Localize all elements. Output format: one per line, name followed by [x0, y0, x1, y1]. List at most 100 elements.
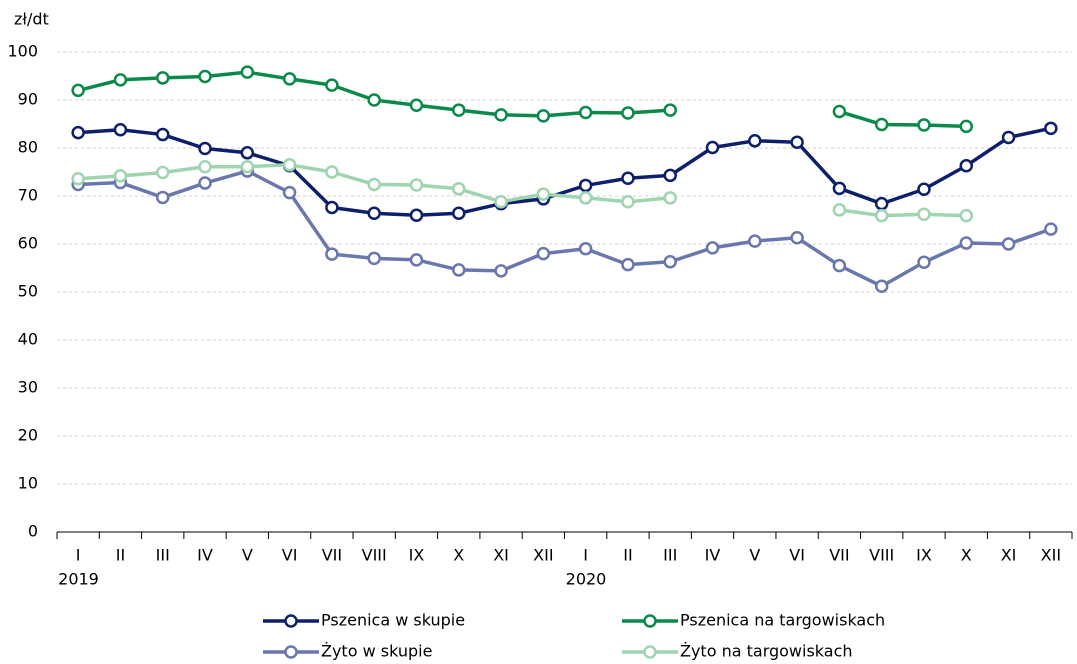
y-tick-label: 80 — [18, 138, 38, 157]
point — [578, 105, 593, 120]
point — [663, 255, 677, 269]
point — [917, 118, 931, 132]
y-tick-label: 90 — [18, 90, 38, 109]
legend-marker — [643, 614, 657, 628]
x-tick-label: V — [242, 546, 253, 565]
x-tick-label: VI — [789, 546, 805, 565]
point — [663, 103, 677, 117]
legend-label: Pszenica na targowiskach — [680, 611, 885, 630]
point — [367, 251, 381, 266]
x-tick-label: VI — [282, 546, 298, 565]
y-tick-label: 0 — [28, 522, 38, 541]
point — [198, 159, 212, 174]
point — [536, 187, 551, 201]
point — [663, 168, 677, 183]
point — [1044, 222, 1058, 236]
point — [71, 125, 85, 140]
point — [71, 83, 85, 98]
point — [155, 190, 170, 205]
point — [198, 69, 212, 84]
legend-label: Pszenica w skupie — [321, 611, 465, 630]
point — [748, 234, 762, 248]
point — [959, 208, 974, 223]
point — [409, 208, 424, 222]
point — [536, 246, 551, 261]
point — [874, 279, 889, 293]
x-tick-label: IV — [705, 546, 721, 565]
point — [959, 119, 974, 134]
x-tick-label: XII — [1041, 546, 1061, 565]
point — [240, 65, 255, 79]
point — [832, 203, 847, 217]
x-tick-label: VIII — [869, 546, 894, 565]
point — [790, 231, 804, 245]
point — [367, 206, 381, 221]
point — [832, 181, 847, 196]
point — [113, 123, 128, 137]
x-tick-label: VIII — [362, 546, 387, 565]
point — [1001, 237, 1016, 251]
x-tick-label: II — [116, 546, 125, 565]
point — [198, 141, 212, 156]
point — [874, 208, 889, 223]
point — [325, 165, 339, 179]
series-line — [77, 70, 967, 129]
x-tick-label: X — [961, 546, 972, 565]
x-tick-label: IX — [409, 546, 425, 565]
legend-label: Żyto w skupie — [321, 642, 432, 661]
x-year-label: 2019 — [58, 570, 99, 589]
x-year-label: 2020 — [566, 570, 607, 589]
x-tick-label: VII — [829, 546, 849, 565]
point — [325, 78, 339, 92]
legend-label: Żyto na targowiskach — [680, 642, 853, 661]
legend-marker — [284, 645, 298, 659]
point — [155, 71, 170, 85]
point — [71, 171, 85, 186]
x-tick-label: XI — [493, 546, 509, 565]
legend-marker — [284, 614, 298, 628]
point — [874, 117, 889, 132]
point — [452, 182, 466, 196]
point — [917, 207, 931, 221]
y-tick-label: 70 — [18, 186, 38, 205]
point — [705, 140, 720, 155]
x-tick-label: II — [623, 546, 632, 565]
point — [198, 176, 212, 190]
point — [409, 253, 424, 267]
point — [917, 255, 931, 269]
x-tick-label: I — [76, 546, 81, 565]
point — [663, 191, 677, 205]
point — [832, 104, 847, 119]
point — [325, 200, 339, 215]
point — [621, 106, 635, 120]
x-tick-label: XI — [1001, 546, 1017, 565]
point — [790, 135, 804, 149]
point — [621, 257, 635, 272]
point — [240, 146, 255, 160]
point — [874, 196, 889, 211]
point — [494, 108, 508, 122]
y-tick-label: 60 — [18, 234, 38, 253]
point — [621, 171, 635, 185]
point — [494, 264, 508, 278]
x-tick-label: III — [156, 546, 170, 565]
point — [959, 159, 974, 173]
y-tick-label: 50 — [18, 282, 38, 301]
point — [155, 165, 170, 180]
point — [578, 242, 593, 256]
point — [409, 178, 424, 192]
legend-marker — [643, 645, 657, 659]
y-tick-label: 100 — [7, 42, 38, 61]
y-tick-label: 20 — [18, 426, 38, 445]
y-unit: zł/dt — [14, 10, 49, 29]
point — [282, 158, 297, 172]
y-tick-label: 30 — [18, 378, 38, 397]
point — [959, 236, 974, 250]
point — [282, 72, 297, 86]
x-tick-label: IV — [197, 546, 213, 565]
point — [536, 109, 551, 123]
point — [113, 169, 128, 183]
point — [240, 159, 255, 174]
point — [832, 258, 847, 273]
